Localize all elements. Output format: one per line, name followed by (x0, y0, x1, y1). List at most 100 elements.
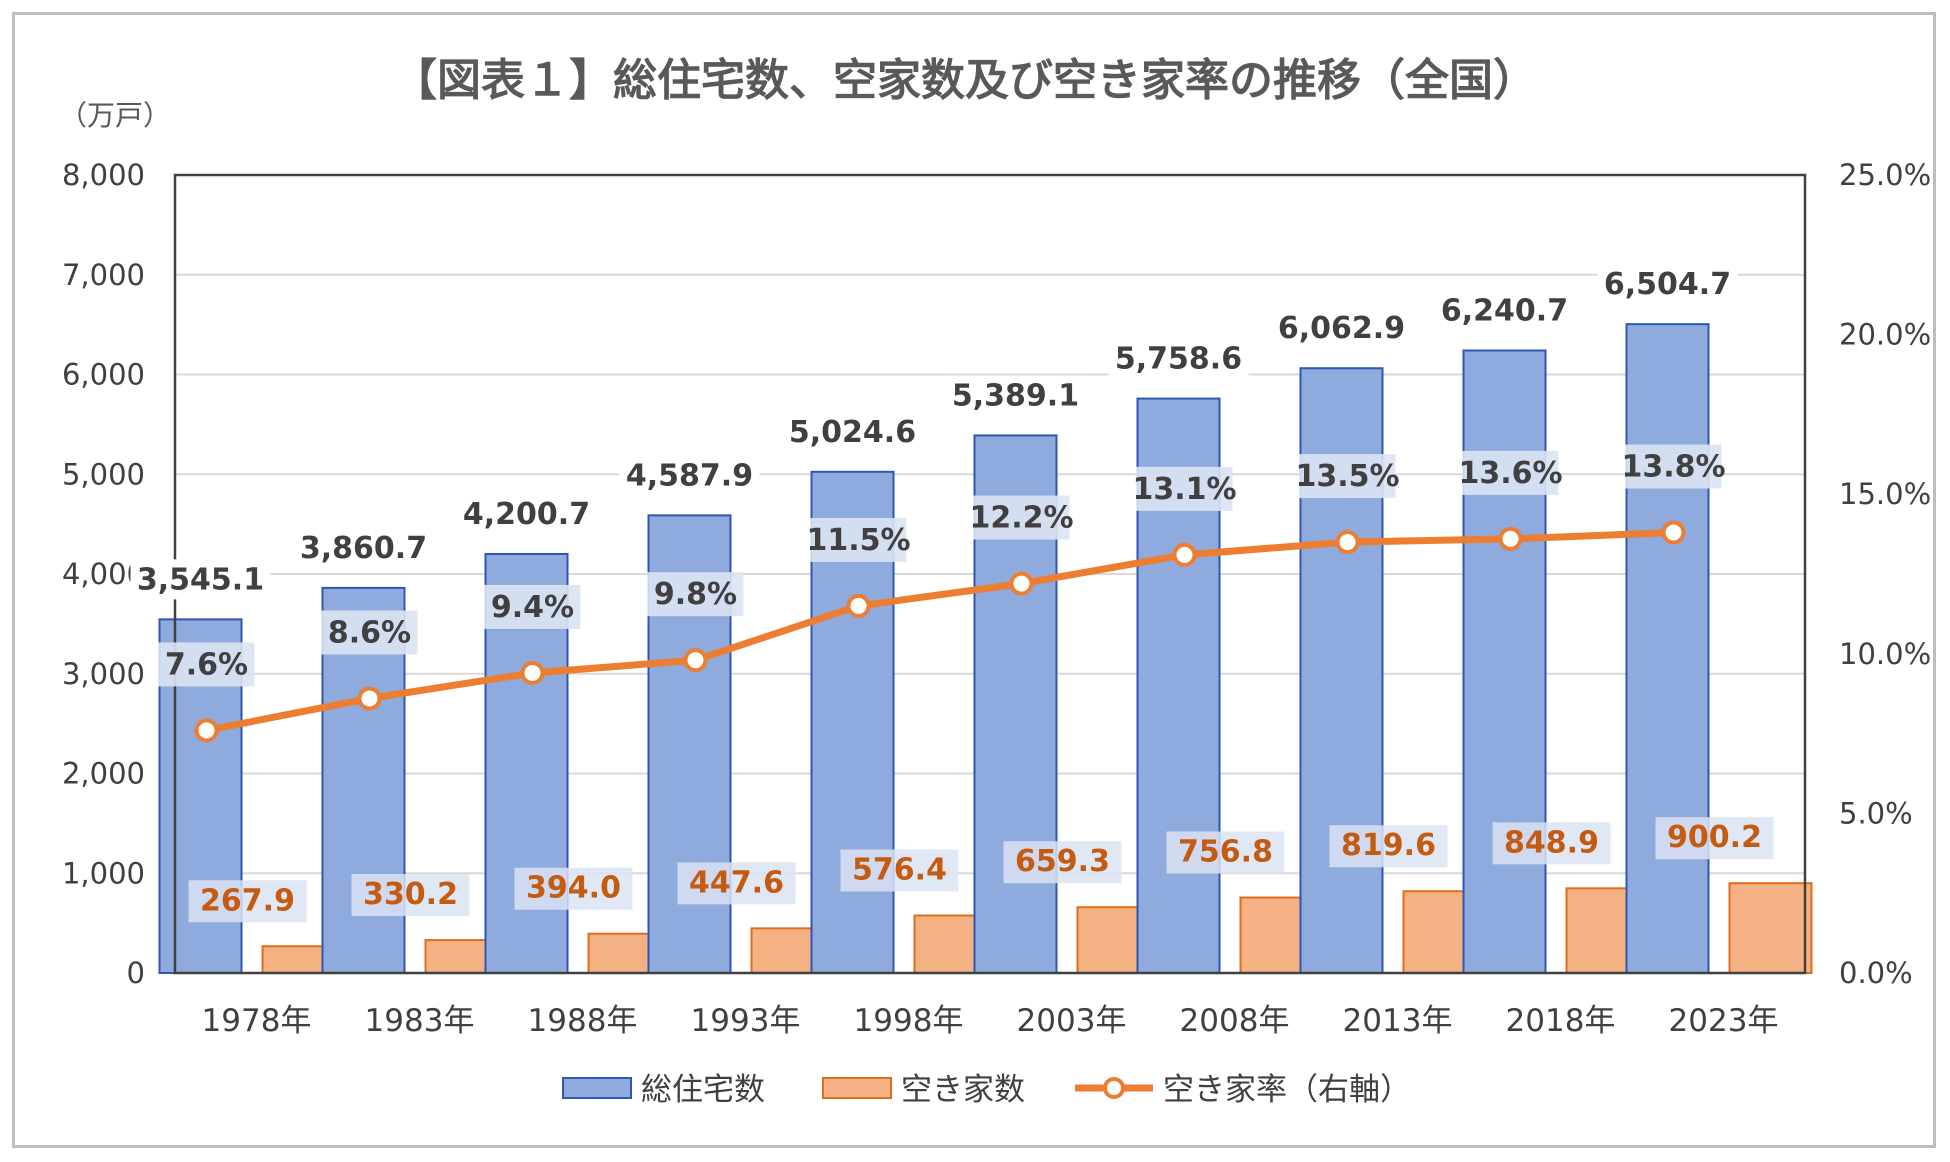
rate-value-label: 12.2% (969, 501, 1073, 536)
vacant-value-label: 267.9 (200, 883, 295, 918)
y-left-tick-label: 3,000 (62, 657, 145, 691)
legend: 総住宅数 空き家数 空き家率（右軸） (562, 1072, 1411, 1108)
label-bg (456, 493, 597, 534)
y-left-tick-label: 2,000 (62, 757, 145, 791)
label-bg (782, 411, 923, 452)
data-labels: 3,545.1 267.9 3,860.7 330.2 4,200.7 394.0 4,58… (130, 264, 1774, 923)
vacant-value-label: 576.4 (852, 853, 947, 888)
label-bg (293, 527, 434, 568)
chart-frame: 【図表１】総住宅数、空家数及び空き家率の推移（全国） （万戸） 0 1,000 2,… (12, 12, 1936, 1148)
vacant-value-label: 659.3 (1015, 844, 1110, 879)
y-right-tick-label: 10.0% (1839, 637, 1931, 671)
label-bg (1597, 264, 1738, 305)
label-bg (188, 880, 307, 923)
label-bg (1625, 444, 1722, 489)
rate-point (1172, 542, 1197, 567)
label-bg (514, 867, 633, 910)
x-tick-label: 1978年 (202, 1003, 312, 1039)
label-bg (1166, 831, 1285, 874)
label-bg (1108, 338, 1249, 379)
label-bg (158, 642, 255, 687)
total-value-label: 6,504.7 (1604, 267, 1731, 302)
rate-value-label: 8.6% (328, 615, 411, 650)
chart-title: 【図表１】総住宅数、空家数及び空き家率の推移（全国） (393, 55, 1537, 106)
rate-point (683, 648, 708, 673)
y-left-tick-label: 5,000 (62, 457, 145, 491)
chart-canvas: 【図表１】総住宅数、空家数及び空き家率の推移（全国） （万戸） 0 1,000 2,… (59, 55, 1931, 1108)
rate-point (194, 718, 219, 743)
y-right-tick-label: 20.0% (1839, 318, 1931, 352)
vacant-value-label: 756.8 (1178, 835, 1273, 870)
total-value-label: 4,587.9 (626, 458, 753, 493)
legend-label-total: 総住宅数 (641, 1072, 765, 1108)
label-bg (1299, 454, 1396, 499)
rate-point (1661, 520, 1686, 545)
legend-label-rate: 空き家率（右軸） (1163, 1072, 1411, 1108)
legend-label-vacant: 空き家数 (901, 1072, 1025, 1108)
x-tick-label: 2003年 (1017, 1003, 1127, 1039)
rate-point (1009, 571, 1034, 596)
bar-total-housing (1462, 349, 1547, 974)
rate-value-label: 13.1% (1132, 472, 1236, 507)
bar-vacant-houses (1728, 882, 1813, 975)
x-tick-label: 1998年 (854, 1003, 964, 1039)
x-tick-label: 1993年 (691, 1003, 801, 1039)
y-right-tick-label: 25.0% (1839, 158, 1931, 192)
total-value-label: 6,240.7 (1441, 293, 1568, 328)
label-bg (1271, 308, 1412, 349)
label-bg (351, 874, 470, 917)
vacant-value-label: 330.2 (363, 877, 458, 912)
x-tick-label: 2008年 (1180, 1003, 1290, 1039)
x-tick-label: 1988年 (528, 1003, 638, 1039)
label-bg (810, 517, 907, 562)
rate-value-label: 9.4% (491, 590, 574, 625)
bar-total-housing (1625, 323, 1710, 974)
rate-point (846, 593, 871, 618)
total-value-label: 3,545.1 (137, 562, 264, 597)
y-left-tick-label: 8,000 (62, 158, 145, 192)
legend-swatch-vacant (822, 1077, 892, 1099)
x-tick-label: 2013年 (1343, 1003, 1453, 1039)
label-bg (973, 495, 1070, 540)
vacant-value-label: 394.0 (526, 871, 621, 906)
y-left-unit: （万戸） (59, 99, 171, 132)
rate-value-label: 7.6% (165, 647, 248, 682)
rate-point (1498, 526, 1523, 551)
total-value-label: 3,860.7 (300, 531, 427, 566)
vacant-value-label: 447.6 (689, 865, 784, 900)
label-bg (1462, 450, 1559, 495)
label-bg (677, 862, 796, 905)
label-bg (1136, 466, 1233, 511)
y-right-tick-label: 15.0% (1839, 477, 1931, 511)
total-value-label: 4,200.7 (463, 497, 590, 532)
rate-value-label: 9.8% (654, 577, 737, 612)
label-bg (1655, 817, 1774, 860)
label-bg (1492, 822, 1611, 865)
rate-point (357, 686, 382, 711)
y-left-tick-label: 7,000 (62, 258, 145, 292)
total-value-label: 6,062.9 (1278, 311, 1405, 346)
label-bg (619, 455, 760, 496)
x-tick-label: 2023年 (1669, 1003, 1779, 1039)
rate-series-line (205, 529, 1674, 734)
rate-line (194, 520, 1686, 743)
label-bg (321, 610, 418, 655)
y-left-tick-label: 0 (127, 956, 145, 990)
y-left-tick-label: 6,000 (62, 358, 145, 392)
y-left-tick-label: 1,000 (62, 856, 145, 890)
legend-swatch-total (562, 1077, 632, 1099)
rate-point (520, 660, 545, 685)
rate-value-label: 11.5% (806, 523, 910, 558)
rate-value-label: 13.5% (1295, 459, 1399, 494)
label-bg (484, 584, 581, 629)
x-tick-label: 1983年 (365, 1003, 475, 1039)
label-bg (647, 572, 744, 617)
y-right-tick-label: 0.0% (1839, 956, 1913, 990)
vacant-value-label: 848.9 (1504, 825, 1599, 860)
axis-ticks: 01,0002,0003,0004,0005,0006,0007,0008,00… (62, 158, 1931, 1039)
total-value-label: 5,389.1 (952, 378, 1079, 413)
y-right-tick-label: 5.0% (1839, 796, 1913, 830)
rate-value-label: 13.6% (1458, 456, 1562, 491)
vacant-value-label: 900.2 (1667, 820, 1762, 855)
label-bg (1003, 841, 1122, 884)
